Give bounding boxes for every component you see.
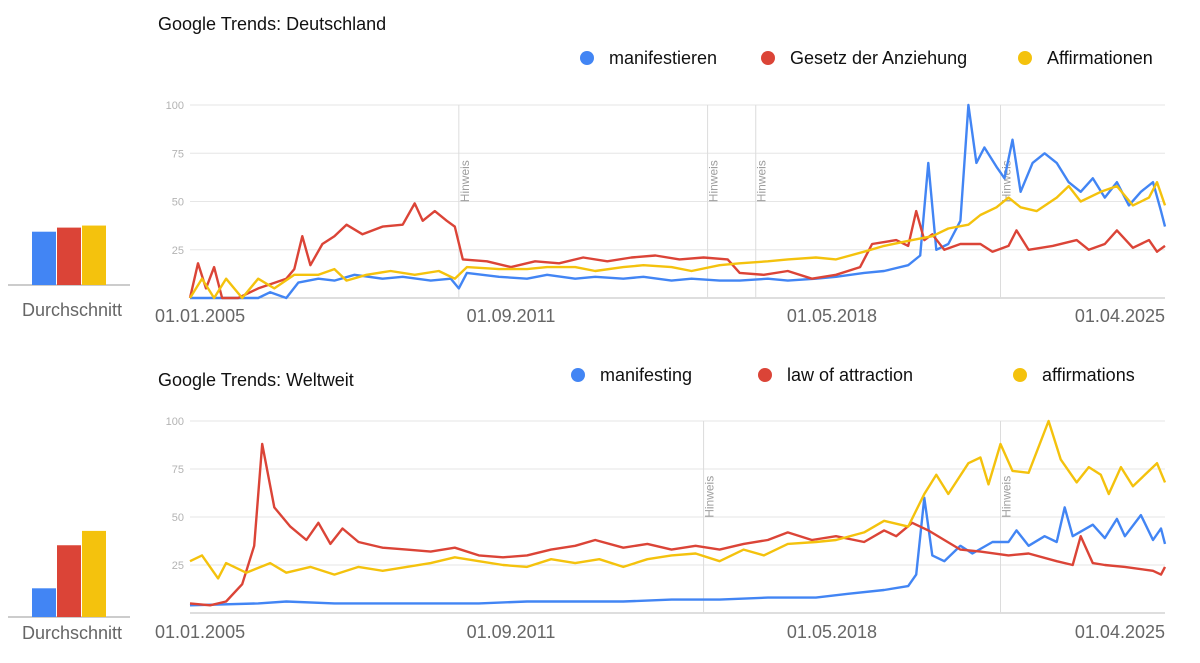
annotation-label: Hinweis: [999, 476, 1013, 518]
annotation-label: Hinweis: [707, 160, 721, 202]
legend-label: affirmations: [1042, 365, 1135, 385]
y-tick-label: 100: [166, 100, 184, 112]
chart-weltweit: Google Trends: Weltweit manifesting law of…: [8, 365, 1167, 643]
average-bar: [32, 588, 56, 617]
x-tick-label: 01.05.2018: [787, 622, 877, 642]
legend-label: Gesetz der Anziehung: [790, 48, 967, 68]
y-tick-label: 75: [172, 148, 184, 160]
y-tick-label: 25: [172, 245, 184, 257]
legend-label: manifestieren: [609, 48, 717, 68]
x-tick-label: 01.04.2025: [1075, 622, 1165, 642]
x-tick-label: 01.01.2005: [155, 306, 245, 326]
y-tick-label: 75: [172, 464, 184, 476]
y-tick-label: 100: [166, 416, 184, 428]
average-label: Durchschnitt: [22, 623, 122, 643]
series-line-law-of-attraction: [189, 442, 1167, 607]
x-tick-label: 01.05.2018: [787, 306, 877, 326]
average-bar: [57, 227, 81, 285]
average-bar: [82, 530, 106, 617]
chart-title: Google Trends: Weltweit: [158, 370, 354, 390]
chart-deutschland: Google Trends: Deutschland manifestieren G…: [8, 14, 1167, 326]
annotation-label: Hinweis: [703, 476, 717, 518]
average-bar: [32, 231, 56, 285]
x-tick-label: 01.04.2025: [1075, 306, 1165, 326]
x-tick-label: 01.09.2011: [467, 622, 556, 642]
series-line-affirmationen: [188, 181, 1167, 300]
annotation-label: Hinweis: [458, 160, 472, 202]
legend-marker: [580, 51, 594, 65]
average-label: Durchschnitt: [22, 300, 122, 320]
annotation-label: Hinweis: [755, 160, 769, 202]
series-line-affirmations: [189, 419, 1167, 580]
legend-label: law of attraction: [787, 365, 913, 385]
chart-title: Google Trends: Deutschland: [158, 14, 386, 34]
legend-marker: [1013, 368, 1027, 382]
series-line-manifestieren: [190, 103, 1167, 300]
x-tick-label: 01.09.2011: [467, 306, 556, 326]
legend-label: Affirmationen: [1047, 48, 1153, 68]
legend-marker: [761, 51, 775, 65]
legend-marker: [1018, 51, 1032, 65]
legend-marker: [571, 368, 585, 382]
y-tick-label: 25: [172, 560, 184, 572]
annotation-label: Hinweis: [999, 160, 1013, 202]
average-bar: [57, 545, 81, 617]
average-bar: [82, 225, 106, 285]
legend-marker: [758, 368, 772, 382]
y-tick-label: 50: [172, 512, 184, 524]
x-tick-label: 01.01.2005: [155, 622, 245, 642]
legend-label: manifesting: [600, 365, 692, 385]
series-line-manifesting: [189, 496, 1167, 607]
y-tick-label: 50: [172, 197, 184, 209]
series-line-gesetz-der-anziehung: [188, 202, 1166, 300]
